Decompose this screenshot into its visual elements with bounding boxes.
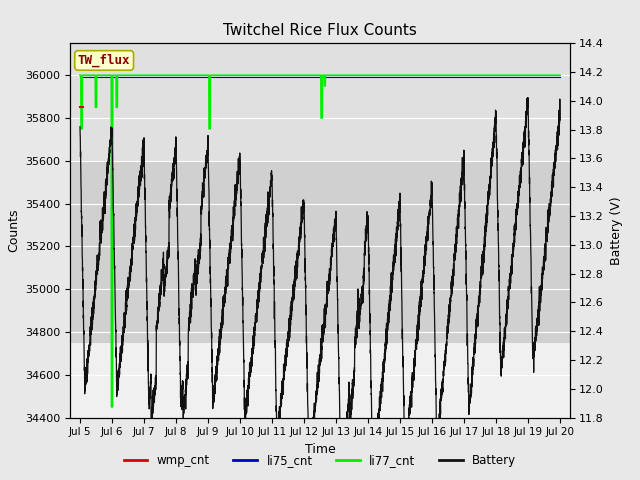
Title: Twitchel Rice Flux Counts: Twitchel Rice Flux Counts: [223, 23, 417, 38]
Bar: [70, 43, 570, 161]
Bar: [70, 161, 570, 343]
Text: TW_flux: TW_flux: [78, 54, 131, 67]
Legend: wmp_cnt, li75_cnt, li77_cnt, Battery: wmp_cnt, li75_cnt, li77_cnt, Battery: [119, 449, 521, 472]
Y-axis label: Counts: Counts: [7, 209, 20, 252]
Y-axis label: Battery (V): Battery (V): [610, 196, 623, 264]
X-axis label: Time: Time: [305, 443, 335, 456]
